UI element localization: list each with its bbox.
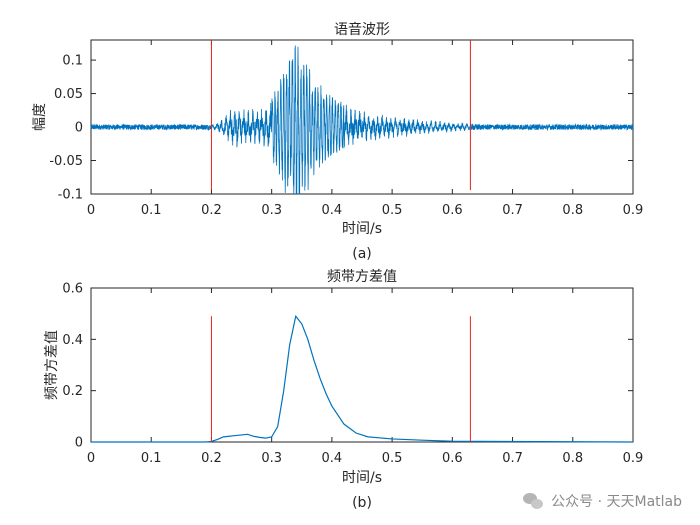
x-tick-label: 0.8	[562, 451, 583, 466]
plot-b-ticks: 0 0.1 0.2 0.3 0.4 0.5 0.6 0.7 0.8 0.9 0 0.2 0.4 0.6	[62, 282, 643, 467]
x-tick-label: 0	[87, 203, 95, 218]
x-tick-label: 0.6	[442, 451, 463, 466]
watermark-text: 公众号 · 天天Matlab	[551, 494, 682, 510]
x-tick-label: 0.4	[322, 451, 343, 466]
plot-a-title: 语音波形	[334, 21, 390, 38]
plot-a-caption: (a)	[352, 246, 372, 262]
plot-b-axes	[90, 287, 634, 443]
plot-b-caption: (b)	[352, 495, 372, 511]
plot-b-title: 频带方差值	[327, 269, 397, 285]
plot-b-series	[91, 314, 634, 443]
subplot-b: 频带方差值 0 0.1 0.2 0.3 0.4 0.5 0.6 0.7 0.8 0.9 0 0.2 0.…	[44, 269, 643, 511]
x-tick-label: 0	[87, 451, 95, 466]
x-tick-label: 0.7	[502, 451, 523, 466]
waveform-line	[90, 45, 634, 195]
watermark: 公众号 · 天天Matlab	[523, 491, 682, 511]
x-tick-label: 0.9	[623, 203, 644, 218]
x-tick-label: 0.6	[442, 203, 463, 218]
subplot-a: 语音波形 0 0.1 0.2 0.3 0.4 0.5 0.6 0.7 0.8 0.9 -0.1 -0.…	[32, 21, 643, 262]
y-tick-label: 0.05	[54, 87, 83, 102]
x-tick-label: 0.7	[502, 203, 523, 218]
plot-b-markers	[210, 316, 471, 442]
y-tick-label: 0.4	[62, 333, 83, 348]
x-tick-label: 0.3	[261, 451, 282, 466]
y-tick-label: -0.05	[49, 154, 83, 169]
y-tick-label: 0	[75, 121, 83, 136]
plot-a-xlabel: 时间/s	[342, 221, 382, 237]
plot-a-ticks: 0 0.1 0.2 0.3 0.4 0.5 0.6 0.7 0.8 0.9 -0.1 -0.05 0 0.…	[49, 40, 643, 218]
x-tick-label: 0.1	[141, 203, 162, 218]
x-tick-label: 0.4	[322, 203, 343, 218]
y-tick-label: 0.1	[62, 54, 83, 69]
y-tick-label: -0.1	[58, 188, 83, 203]
x-tick-label: 0.2	[201, 203, 222, 218]
plot-a-axes	[90, 39, 634, 195]
variance-line	[91, 314, 634, 443]
plot-a-markers	[210, 40, 471, 190]
y-tick-label: 0.6	[62, 282, 83, 297]
x-tick-label: 0.8	[562, 203, 583, 218]
x-tick-label: 0.5	[382, 203, 403, 218]
plot-a-series	[90, 45, 634, 195]
y-tick-label: 0.2	[62, 384, 83, 399]
x-tick-label: 0.5	[382, 451, 403, 466]
x-tick-label: 0.9	[623, 451, 644, 466]
x-tick-label: 0.2	[201, 451, 222, 466]
x-tick-label: 0.1	[141, 451, 162, 466]
x-tick-label: 0.3	[261, 203, 282, 218]
wechat-icon	[523, 492, 545, 510]
plot-b-xlabel: 时间/s	[342, 470, 382, 486]
plot-b-ylabel: 频带方差值	[44, 330, 60, 400]
y-tick-label: 0	[75, 436, 83, 451]
plot-a-ylabel: 幅度	[32, 103, 48, 131]
